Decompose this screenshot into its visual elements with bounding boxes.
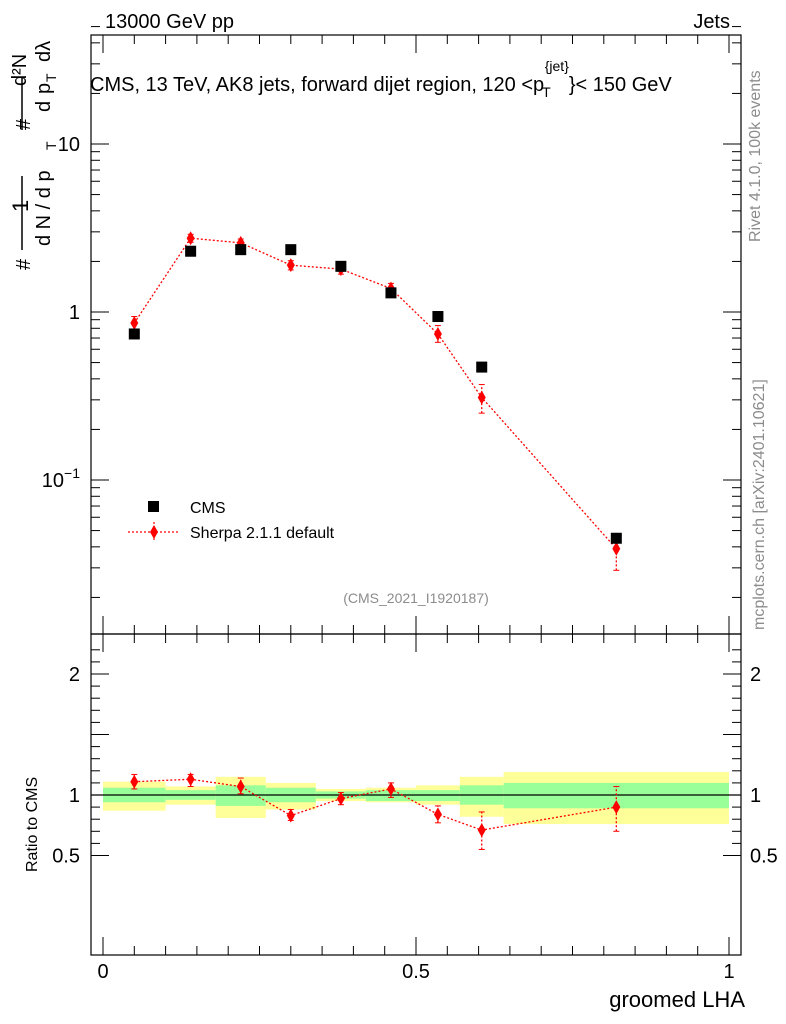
data-point-square <box>432 311 444 323</box>
axis-tick-labels: 10−1 1 10 0.5 0.5 1 1 2 2 0 0.5 1 <box>42 134 778 983</box>
data-point-square <box>335 260 347 272</box>
main-y-axis-label: # 1 d N / d p T # d²N d p T dλ <box>8 41 59 270</box>
ratio-y-axis-label: Ratio to CMS <box>24 777 41 872</box>
data-point-diamond <box>186 772 195 787</box>
analysis-watermark: (CMS_2021_I1920187) <box>343 590 489 606</box>
ratio-y-tick-label-left: 0.5 <box>52 846 80 868</box>
svg-text:p: p <box>33 83 55 94</box>
ratio-y-tick-label-right: 2 <box>750 664 761 686</box>
data-point-diamond <box>286 258 295 273</box>
data-point-diamond <box>433 326 442 341</box>
svg-text:1: 1 <box>8 200 33 212</box>
legend: CMS Sherpa 2.1.1 default <box>128 500 335 542</box>
legend-marker-cms <box>148 501 159 512</box>
data-point-square <box>385 287 397 299</box>
main-y-tick-label: 10−1 <box>42 465 80 492</box>
data-point-diamond <box>130 316 139 331</box>
data-point-square <box>235 244 247 256</box>
main-y-tick-label: 1 <box>69 302 80 324</box>
data-point-diamond <box>186 231 195 246</box>
main-panel-frame <box>90 34 742 635</box>
svg-text:T: T <box>43 141 59 150</box>
data-point-diamond <box>130 774 139 789</box>
data-point-diamond <box>236 779 245 794</box>
inner-band-bin <box>416 790 460 802</box>
main-series <box>128 231 622 571</box>
data-point-square <box>128 328 140 340</box>
axis-ticks <box>91 26 741 955</box>
data-point-diamond <box>477 390 486 405</box>
mcplots-reference-label: mcplots.cern.ch [arXiv:2401.10621] <box>751 379 768 630</box>
data-point-diamond <box>433 807 442 822</box>
ratio-y-tick-label-right: 0.5 <box>750 846 778 868</box>
header-energy-label: 13000 GeV pp <box>105 11 234 33</box>
plot-title: CMS, 13 TeV, AK8 jets, forward dijet reg… <box>90 58 672 100</box>
ratio-y-tick-label-right: 1 <box>750 785 761 807</box>
data-point-diamond <box>336 791 345 806</box>
data-point-square <box>285 244 297 256</box>
x-tick-label: 1 <box>723 961 734 983</box>
x-axis-label: groomed LHA <box>609 987 745 1012</box>
data-point-square <box>185 245 197 257</box>
data-point-diamond <box>612 541 621 556</box>
x-tick-label: 0.5 <box>402 961 430 983</box>
data-point-square <box>610 532 622 544</box>
rivet-version-label: Rivet 4.1.0, 100k events <box>747 70 764 242</box>
legend-label-cms: CMS <box>190 500 226 517</box>
svg-text:T: T <box>43 73 59 82</box>
svg-text:#: # <box>13 258 35 270</box>
data-point-square <box>476 361 488 373</box>
svg-text:d N / d p: d N / d p <box>33 170 55 246</box>
ratio-uncertainty-bands <box>103 772 729 825</box>
main-y-tick-label: 10 <box>58 134 80 156</box>
ratio-y-tick-label-left: 2 <box>69 664 80 686</box>
legend-label-sherpa: Sherpa 2.1.1 default <box>190 525 335 542</box>
legend-marker-sherpa <box>150 525 158 539</box>
ratio-series <box>130 772 621 850</box>
data-point-diamond <box>477 823 486 838</box>
inner-band-bin <box>215 785 266 806</box>
svg-text:d²N: d²N <box>9 54 31 86</box>
svg-text:d: d <box>33 101 55 112</box>
data-point-diamond <box>612 800 621 815</box>
ratio-y-tick-label-left: 1 <box>69 785 80 807</box>
x-tick-label: 0 <box>97 961 108 983</box>
data-point-diamond <box>286 808 295 823</box>
svg-text:#: # <box>13 118 35 130</box>
header-category-label: Jets <box>693 11 730 33</box>
svg-text:dλ: dλ <box>33 41 55 62</box>
data-point-diamond <box>386 781 395 796</box>
